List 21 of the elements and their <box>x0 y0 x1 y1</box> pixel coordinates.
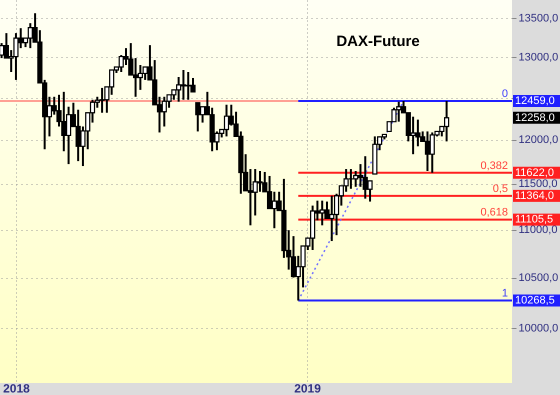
text: 12258,0 <box>515 112 555 124</box>
y-tick-label: 10500,0 <box>518 272 558 284</box>
ref-line-label: 11105,5 <box>515 214 554 226</box>
x-tick-label: 2018 <box>3 382 30 395</box>
annotation: 0 <box>502 88 508 100</box>
ref-line-label: 11364,0 <box>515 190 554 202</box>
ref-line-label: 10268,5 <box>515 294 555 307</box>
y-tick-label: 10000,0 <box>518 322 558 334</box>
ref-line-label: 12459,0 <box>515 95 555 107</box>
y-tick-label: 11000,0 <box>518 224 558 236</box>
x-tick-label: 2019 <box>294 382 322 395</box>
annotation: 0,382 <box>480 160 508 172</box>
ref-line-label: 11622,0 <box>515 166 554 179</box>
text: DAX-Future <box>336 33 420 50</box>
y-tick-label: 12000,0 <box>518 134 558 146</box>
y-tick-label: 11500,0 <box>518 178 558 190</box>
annotation: 0,618 <box>480 206 508 219</box>
annotation: 1 <box>502 288 508 300</box>
y-tick-label: 13000,0 <box>518 52 558 64</box>
annotation: 0,5 <box>492 182 508 195</box>
y-tick-label: 13500,0 <box>518 12 558 25</box>
